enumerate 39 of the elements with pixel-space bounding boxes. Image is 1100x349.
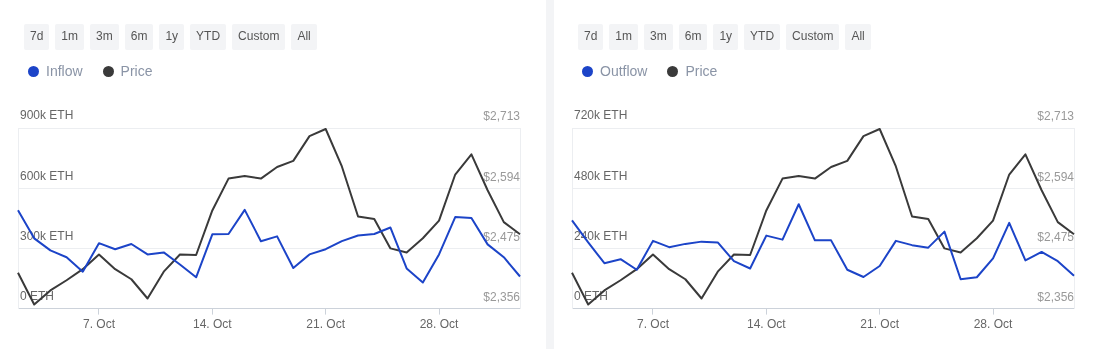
x-tick-label: 14. Oct	[746, 317, 787, 332]
text: All	[845, 24, 871, 50]
y-tick-label: 720k ETH	[574, 108, 628, 123]
text: 7d	[24, 24, 50, 50]
text: Custom	[786, 24, 840, 50]
y-tick-label: 600k ETH	[20, 168, 74, 183]
legend-label: Inflow	[46, 63, 83, 79]
y2-tick-label: $2,713	[1037, 109, 1075, 124]
text: YTD	[744, 24, 781, 50]
y2-tick-label: $2,713	[483, 109, 521, 124]
y-tick-label: 480k ETH	[574, 168, 628, 183]
x-tick-label: 7. Oct	[636, 317, 670, 332]
text: All	[291, 24, 317, 50]
text: 3m	[644, 24, 673, 50]
legend-label: Price	[120, 63, 153, 79]
text: 1y	[713, 24, 739, 50]
text: YTD	[190, 24, 227, 50]
y2-tick-label: $2,475	[1037, 229, 1075, 244]
y2-tick-label: $2,356	[483, 289, 521, 304]
x-tick-label: 7. Oct	[82, 317, 116, 332]
text: 6m	[124, 24, 154, 50]
x-tick-label: 28. Oct	[419, 317, 460, 332]
text: 3m	[90, 24, 119, 50]
y2-tick-label: $2,356	[1037, 289, 1075, 304]
text: 6m	[678, 24, 708, 50]
y2-tick-label: $2,594	[483, 169, 521, 184]
x-tick-label: 21. Oct	[306, 317, 346, 332]
legend-label: Price	[685, 63, 718, 79]
text: 1m	[55, 24, 85, 50]
x-tick-label: 28. Oct	[973, 317, 1014, 332]
legend-label: Outflow	[600, 63, 648, 79]
text: 1m	[609, 24, 639, 50]
x-tick-label: 14. Oct	[192, 317, 233, 332]
y-tick-label: 900k ETH	[20, 108, 74, 123]
text: 7d	[578, 24, 604, 50]
x-tick-label: 21. Oct	[860, 317, 900, 332]
text: 1y	[159, 24, 185, 50]
text: Custom	[232, 24, 286, 50]
y2-tick-label: $2,594	[1037, 169, 1075, 184]
